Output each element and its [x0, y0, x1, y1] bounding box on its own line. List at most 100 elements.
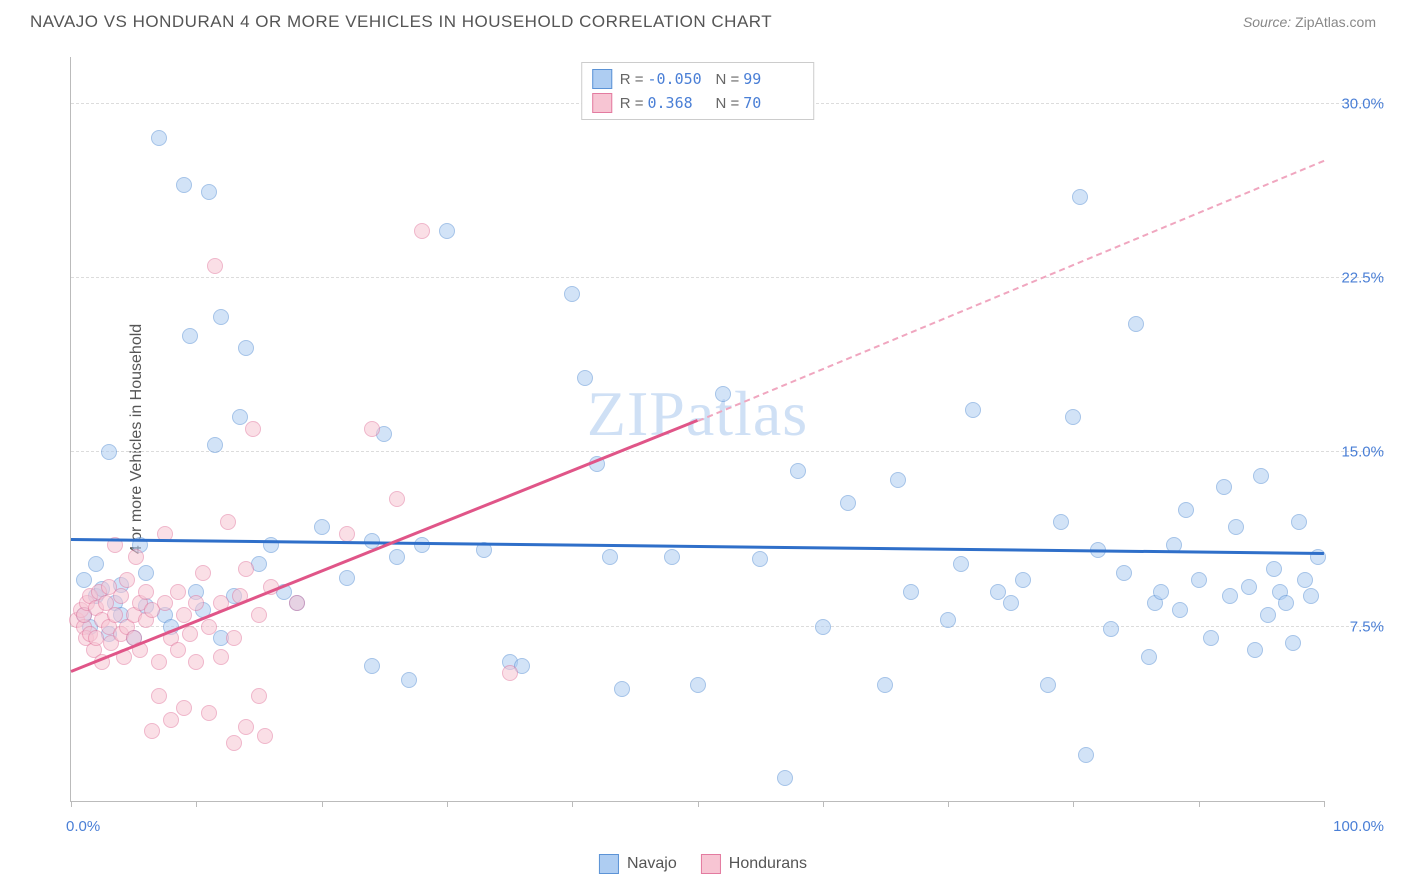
data-point	[940, 612, 956, 628]
data-point	[1003, 595, 1019, 611]
data-point	[151, 688, 167, 704]
data-point	[182, 626, 198, 642]
trend-line-extrapolated	[697, 160, 1324, 422]
data-point	[1278, 595, 1294, 611]
data-point	[238, 719, 254, 735]
chart-area: 4 or more Vehicles in Household ZIPatlas…	[30, 45, 1394, 832]
data-point	[201, 619, 217, 635]
data-point	[195, 565, 211, 581]
data-point	[1297, 572, 1313, 588]
data-point	[1222, 588, 1238, 604]
data-point	[1053, 514, 1069, 530]
data-point	[840, 495, 856, 511]
x-tick	[572, 801, 573, 807]
data-point	[314, 519, 330, 535]
data-point	[439, 223, 455, 239]
data-point	[890, 472, 906, 488]
trend-line	[71, 538, 1324, 555]
data-point	[151, 130, 167, 146]
data-point	[1172, 602, 1188, 618]
data-point	[207, 258, 223, 274]
x-tick	[71, 801, 72, 807]
stats-r: R =0.368	[620, 94, 708, 112]
chart-title: NAVAJO VS HONDURAN 4 OR MORE VEHICLES IN…	[30, 12, 772, 32]
data-point	[1285, 635, 1301, 651]
x-tick	[1199, 801, 1200, 807]
data-point	[144, 723, 160, 739]
y-tick-label: 15.0%	[1341, 444, 1384, 461]
legend-swatch-icon	[599, 854, 619, 874]
data-point	[1260, 607, 1276, 623]
data-point	[1103, 621, 1119, 637]
data-point	[364, 658, 380, 674]
data-point	[815, 619, 831, 635]
data-point	[201, 184, 217, 200]
x-tick	[948, 801, 949, 807]
x-tick	[322, 801, 323, 807]
x-tick	[1324, 801, 1325, 807]
data-point	[903, 584, 919, 600]
data-point	[201, 705, 217, 721]
data-point	[389, 491, 405, 507]
chart-header: NAVAJO VS HONDURAN 4 OR MORE VEHICLES IN…	[0, 0, 1406, 40]
data-point	[1015, 572, 1031, 588]
x-axis-max-label: 100.0%	[1333, 818, 1384, 835]
data-point	[226, 735, 242, 751]
series-legend: Navajo Hondurans	[599, 854, 807, 874]
data-point	[1178, 502, 1194, 518]
y-tick-label: 22.5%	[1341, 269, 1384, 286]
data-point	[1228, 519, 1244, 535]
data-point	[715, 386, 731, 402]
data-point	[128, 549, 144, 565]
data-point	[602, 549, 618, 565]
data-point	[138, 584, 154, 600]
data-point	[257, 728, 273, 744]
data-point	[389, 549, 405, 565]
stats-row: R =-0.050N =99	[592, 67, 804, 91]
data-point	[777, 770, 793, 786]
data-point	[157, 595, 173, 611]
x-tick	[447, 801, 448, 807]
source-prefix: Source:	[1243, 14, 1291, 30]
data-point	[176, 607, 192, 623]
data-point	[953, 556, 969, 572]
source-name: ZipAtlas.com	[1295, 14, 1376, 30]
data-point	[1072, 189, 1088, 205]
data-point	[213, 649, 229, 665]
data-point	[1291, 514, 1307, 530]
data-point	[170, 584, 186, 600]
stats-r: R =-0.050	[620, 70, 708, 88]
legend-label: Navajo	[627, 855, 677, 873]
data-point	[1128, 316, 1144, 332]
gridline	[71, 451, 1384, 452]
data-point	[101, 444, 117, 460]
x-tick	[698, 801, 699, 807]
data-point	[213, 309, 229, 325]
gridline	[71, 626, 1384, 627]
data-point	[690, 677, 706, 693]
data-point	[88, 630, 104, 646]
data-point	[151, 654, 167, 670]
data-point	[207, 437, 223, 453]
data-point	[88, 556, 104, 572]
legend-swatch-icon	[701, 854, 721, 874]
data-point	[752, 551, 768, 567]
gridline	[71, 277, 1384, 278]
data-point	[1216, 479, 1232, 495]
data-point	[1141, 649, 1157, 665]
data-point	[1040, 677, 1056, 693]
data-point	[664, 549, 680, 565]
data-point	[1065, 409, 1081, 425]
source-citation: Source: ZipAtlas.com	[1243, 14, 1376, 30]
data-point	[339, 526, 355, 542]
data-point	[163, 712, 179, 728]
data-point	[220, 514, 236, 530]
stats-row: R =0.368N =70	[592, 91, 804, 115]
data-point	[251, 688, 267, 704]
data-point	[965, 402, 981, 418]
data-point	[502, 665, 518, 681]
x-axis-min-label: 0.0%	[66, 818, 100, 835]
stats-swatch-icon	[592, 93, 612, 113]
data-point	[251, 607, 267, 623]
data-point	[176, 177, 192, 193]
